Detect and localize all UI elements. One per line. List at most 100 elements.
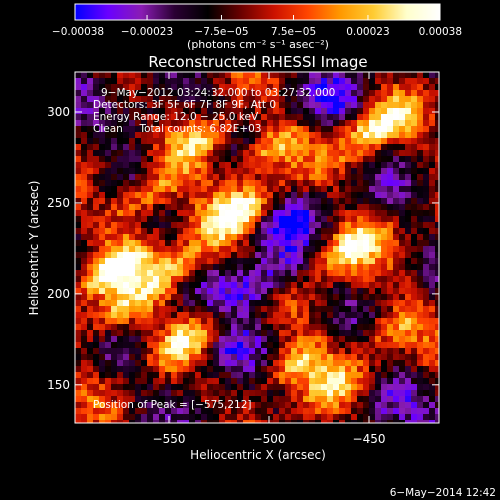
heatmap-cell [183, 90, 190, 97]
heatmap-cell [321, 216, 328, 223]
heatmap-cell [183, 186, 190, 193]
heatmap-cell [111, 120, 118, 127]
heatmap-cell [237, 216, 244, 223]
heatmap-cell [315, 228, 322, 235]
heatmap-cell [237, 240, 244, 247]
heatmap-cell [351, 330, 358, 337]
heatmap-cell [351, 264, 358, 271]
heatmap-cell [87, 348, 94, 355]
heatmap-cell [387, 258, 394, 265]
heatmap-cell [165, 174, 172, 181]
heatmap-cell [129, 192, 136, 199]
heatmap-cell [381, 366, 388, 373]
heatmap-cell [171, 120, 178, 127]
heatmap-cell [183, 390, 190, 397]
heatmap-cell [381, 210, 388, 217]
heatmap-cell [345, 306, 352, 313]
heatmap-cell [177, 330, 184, 337]
heatmap-cell [363, 114, 370, 121]
heatmap-cell [393, 96, 400, 103]
heatmap-cell [393, 354, 400, 361]
heatmap-cell [375, 246, 382, 253]
heatmap-cell [81, 90, 88, 97]
heatmap-cell [327, 318, 334, 325]
heatmap-cell [159, 198, 166, 205]
heatmap-cell [393, 342, 400, 349]
heatmap-cell [123, 156, 130, 163]
heatmap-cell [189, 372, 196, 379]
heatmap-cell [387, 282, 394, 289]
heatmap-cell [393, 138, 400, 145]
heatmap-cell [375, 156, 382, 163]
heatmap-cell [411, 132, 418, 139]
heatmap-cell [405, 174, 412, 181]
heatmap-cell [255, 216, 262, 223]
heatmap-cell [381, 222, 388, 229]
heatmap-cell [213, 150, 220, 157]
heatmap-cell [315, 366, 322, 373]
annotation-clean-counts: Clean Total counts: 6.82E+03 [93, 123, 262, 135]
heatmap-cell [363, 144, 370, 151]
heatmap-cell [183, 420, 190, 423]
heatmap-cell [213, 96, 220, 103]
heatmap-cell [399, 252, 406, 259]
heatmap-cell [279, 156, 286, 163]
heatmap-cell [243, 192, 250, 199]
heatmap-cell [393, 402, 400, 409]
heatmap-cell [339, 234, 346, 241]
heatmap-cell [117, 180, 124, 187]
heatmap-cell [213, 234, 220, 241]
heatmap-cell [369, 132, 376, 139]
heatmap-cell [267, 108, 274, 115]
heatmap-cell [237, 414, 244, 421]
heatmap-cell [267, 168, 274, 175]
heatmap-cell [327, 264, 334, 271]
heatmap-cell [363, 312, 370, 319]
heatmap-cell [129, 282, 136, 289]
heatmap-cell [159, 240, 166, 247]
heatmap-cell [147, 396, 154, 403]
heatmap-cell [111, 294, 118, 301]
heatmap-cell [225, 180, 232, 187]
heatmap-cell [111, 336, 118, 343]
heatmap-cell [315, 402, 322, 409]
heatmap-cell [123, 198, 130, 205]
heatmap-cell [141, 150, 148, 157]
heatmap-cell [351, 84, 358, 91]
heatmap-cell [183, 360, 190, 367]
heatmap-cell [279, 420, 286, 423]
heatmap-cell [105, 378, 112, 385]
heatmap-cell [99, 108, 106, 115]
heatmap-cell [105, 90, 112, 97]
heatmap-cell [333, 78, 340, 85]
heatmap-cell [339, 402, 346, 409]
heatmap-cell [195, 228, 202, 235]
heatmap-cell [273, 366, 280, 373]
heatmap-cell [117, 384, 124, 391]
heatmap-cell [363, 270, 370, 277]
heatmap-cell [309, 420, 316, 423]
heatmap-cell [213, 252, 220, 259]
heatmap-cell [411, 354, 418, 361]
heatmap-cell [429, 96, 436, 103]
heatmap-cell [321, 120, 328, 127]
heatmap-cell [405, 216, 412, 223]
heatmap-cell [405, 72, 412, 79]
colorbar-tick-label: 7.5e−05 [271, 26, 316, 38]
heatmap-cell [393, 78, 400, 85]
heatmap-cell [189, 120, 196, 127]
heatmap-cell [309, 126, 316, 133]
heatmap-cell [99, 306, 106, 313]
heatmap-cell [201, 408, 208, 415]
heatmap-cell [195, 348, 202, 355]
heatmap-cell [333, 396, 340, 403]
heatmap-cell [333, 402, 340, 409]
heatmap-cell [189, 306, 196, 313]
heatmap-cell [87, 168, 94, 175]
heatmap-cell [147, 354, 154, 361]
heatmap-cell [261, 318, 268, 325]
heatmap-cell [165, 408, 172, 415]
heatmap-cell [339, 270, 346, 277]
heatmap-cell [327, 132, 334, 139]
heatmap-cell [429, 330, 436, 337]
